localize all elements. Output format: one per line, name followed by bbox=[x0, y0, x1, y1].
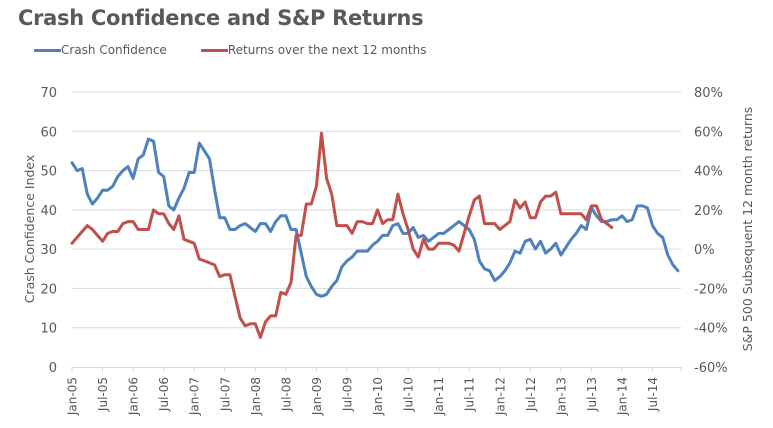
series-line-crash-confidence bbox=[70, 137, 680, 298]
y-left-tick-label: 20 bbox=[40, 282, 57, 297]
x-tick-label: Jul-11 bbox=[463, 377, 477, 412]
y-right-tick-label: 0% bbox=[694, 243, 715, 258]
legend-label-crash-confidence: Crash Confidence bbox=[61, 43, 167, 57]
y-right-tick-label: -60% bbox=[694, 361, 728, 376]
x-tick-label: Jan-12 bbox=[493, 377, 507, 416]
y-left-tick-label: 10 bbox=[40, 322, 57, 337]
x-tick-label: Jan-13 bbox=[554, 377, 568, 416]
x-tick-label: Jul-12 bbox=[524, 377, 538, 412]
x-tick-label: Jan-05 bbox=[66, 377, 80, 416]
legend-item-returns: Returns over the next 12 months bbox=[200, 43, 427, 57]
y-left-tick-label: 0 bbox=[49, 361, 57, 376]
y-axis-right-title: S&P 500 Subsequent 12 month returns bbox=[740, 107, 755, 352]
series-group bbox=[70, 131, 680, 339]
x-tick-label: Jan-07 bbox=[188, 377, 202, 416]
y-right-tick-label: 80% bbox=[694, 86, 723, 101]
y-right-tick-label: 40% bbox=[694, 165, 723, 180]
y-right-tick-label: 60% bbox=[694, 125, 723, 140]
x-tick-label: Jul-08 bbox=[279, 377, 293, 412]
x-tick-label: Jan-06 bbox=[127, 377, 141, 416]
y-left-tick-label: 40 bbox=[40, 204, 57, 219]
y-axis-right: -60% -40% -20% 0% 20% 40% 60% 80% bbox=[694, 86, 728, 376]
x-tick-label: Jan-09 bbox=[310, 377, 324, 416]
x-tick-label: Jul-14 bbox=[646, 377, 660, 412]
y-left-tick-label: 70 bbox=[40, 86, 57, 101]
y-right-tick-label: -20% bbox=[694, 282, 728, 297]
x-tick-label: Jul-05 bbox=[96, 377, 110, 412]
y-axis-left: 0 10 20 30 40 50 60 70 bbox=[40, 86, 57, 376]
x-tick-label: Jan-08 bbox=[249, 377, 263, 416]
y-right-tick-label: 20% bbox=[694, 204, 723, 219]
x-tick-label: Jan-14 bbox=[615, 377, 629, 416]
x-tick-label: Jul-10 bbox=[402, 377, 416, 412]
y-left-tick-label: 50 bbox=[40, 165, 57, 180]
legend-item-crash-confidence: Crash Confidence bbox=[34, 43, 167, 57]
y-left-tick-label: 60 bbox=[40, 125, 57, 140]
y-left-tick-label: 30 bbox=[40, 243, 57, 258]
x-axis: Jan-05 Jul-05 Jan-06 Jul-06 Jan-07 Jul-07 Jan-… bbox=[66, 367, 682, 416]
x-tick-label: Jul-13 bbox=[585, 377, 599, 412]
legend-swatch-returns bbox=[200, 48, 228, 52]
y-right-tick-label: -40% bbox=[694, 322, 728, 337]
x-tick-label: Jul-07 bbox=[218, 377, 232, 412]
legend-label-returns: Returns over the next 12 months bbox=[227, 43, 427, 57]
legend: Crash Confidence Returns over the next 1… bbox=[34, 43, 452, 57]
series-line-returns bbox=[70, 131, 614, 339]
x-tick-label: Jan-11 bbox=[432, 377, 446, 416]
x-tick-label: Jul-09 bbox=[340, 377, 354, 412]
chart-title: Crash Confidence and S&P Returns bbox=[18, 6, 424, 30]
x-tick-label: Jul-06 bbox=[157, 377, 171, 412]
y-axis-left-title: Crash Confidence Index bbox=[22, 155, 37, 304]
x-tick-label: Jan-10 bbox=[371, 377, 385, 416]
legend-swatch-crash-confidence bbox=[34, 48, 61, 52]
